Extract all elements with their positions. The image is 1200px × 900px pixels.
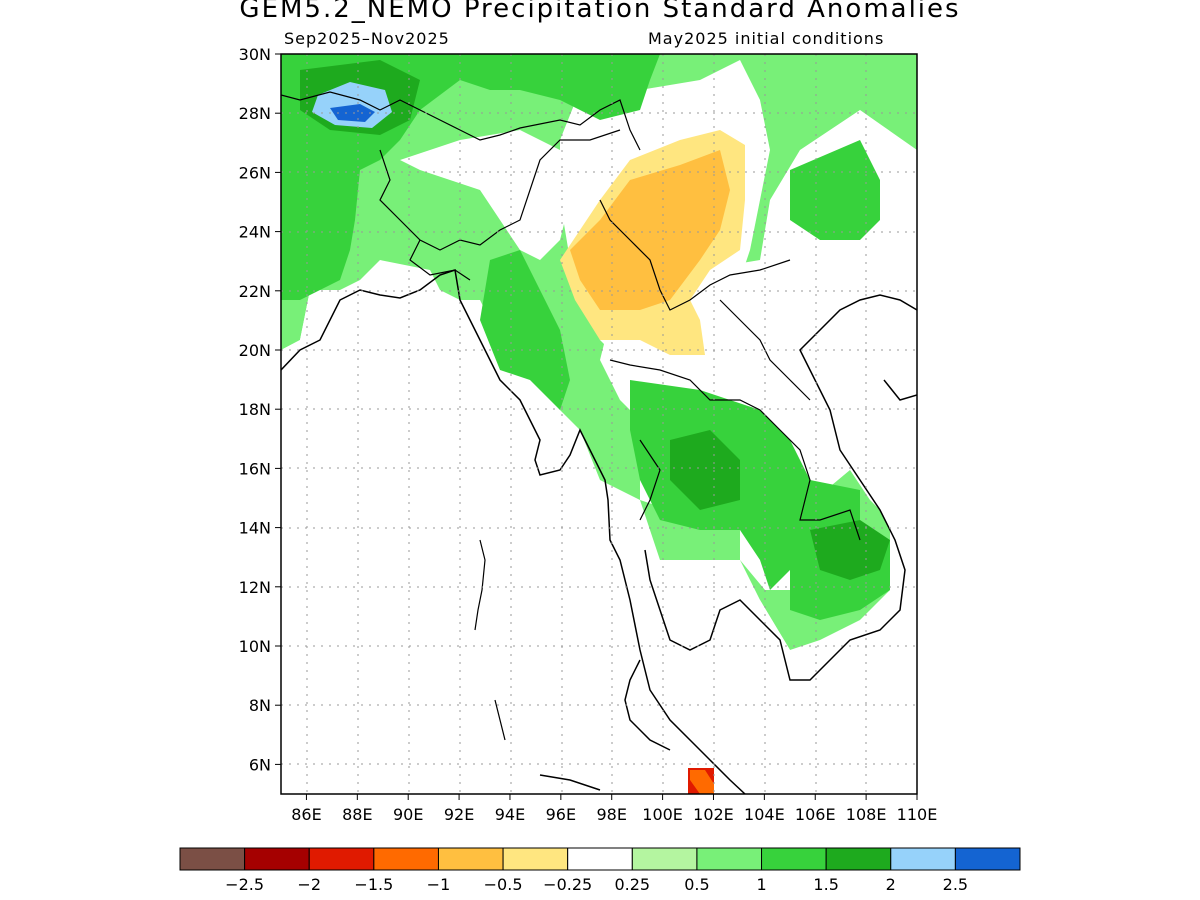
legend-swatch [373,847,439,871]
coastlines [281,269,917,794]
legend-swatch [437,847,504,871]
legend-swatch [179,847,246,871]
lon-tick-label: 106E [795,805,836,824]
wet-region-1 [480,250,570,410]
neutral-region [281,290,790,794]
legend-swatch [696,847,763,871]
lat-tick-label: 12N [239,578,271,597]
lat-tick-label: 30N [239,45,271,64]
lon-tick-label: 100E [642,805,683,824]
latitude-axis: 30N 28N 26N 24N 22N 20N 18N 16N 14N 12N 10N 8N 6N [239,45,281,774]
wet-region-1 [460,54,660,120]
lat-tick-label: 10N [239,637,271,656]
legend-label: −1.5 [354,875,393,894]
legend-label: −2.5 [225,875,264,894]
lon-tick-label: 86E [291,805,321,824]
lon-tick-label: 90E [393,805,423,824]
lon-tick-label: 96E [546,805,576,824]
legend-label: 2 [886,875,896,894]
anomaly-field [281,54,917,794]
neutral-region [790,290,917,794]
andaman-islands [474,539,506,741]
lon-tick-label: 94E [495,805,525,824]
lat-tick-label: 20N [239,341,271,360]
legend-swatch [244,847,310,871]
legend-label: 0.5 [684,875,709,894]
wet-region-1.5 [670,430,740,510]
legend-label: −2 [297,875,321,894]
lat-tick-label: 8N [249,696,271,715]
legend-swatch [954,847,1021,871]
legend-swatch [308,847,375,871]
gridlines [281,54,917,794]
dry-region-0.5 [570,150,730,310]
lon-tick-label: 88E [342,805,372,824]
dry-region-1 [690,770,714,794]
lat-tick-label: 28N [239,104,271,123]
lat-tick-label: 16N [239,459,271,478]
wet-region-2 [312,82,392,128]
lat-tick-label: 24N [239,223,271,242]
neutral-region [400,130,570,260]
longitude-axis: 86E 88E 90E 92E 94E 96E 98E 100E 102E 104E 106E 108… [291,794,937,824]
legend-label: 1.5 [813,875,838,894]
legend-swatch [825,847,892,871]
lon-tick-label: 92E [444,805,474,824]
legend-swatch [761,847,827,871]
lon-tick-label: 98E [596,805,626,824]
wet-region-1 [790,140,880,240]
wet-region-1.5 [810,520,890,580]
color-legend: −2.5 −2 −1.5 −1 −0.5 −0.25 0.25 0.5 1 1.5 2 2.5 [179,847,1021,894]
forecast-period: Sep2025–Nov2025 [284,29,450,48]
legend-label: 2.5 [943,875,968,894]
lat-tick-label: 6N [249,755,271,774]
initial-conditions: May2025 initial conditions [648,29,885,48]
lat-tick-label: 14N [239,519,271,538]
wet-region-2.5 [330,104,375,122]
legend-swatch [631,847,698,871]
lat-tick-label: 26N [239,163,271,182]
legend-label: −0.5 [484,875,523,894]
lon-tick-label: 102E [693,805,734,824]
lat-tick-label: 22N [239,282,271,301]
lon-tick-label: 110E [897,805,938,824]
legend-label: 1 [756,875,766,894]
legend-label: −0.25 [543,875,592,894]
lon-tick-label: 108E [846,805,887,824]
legend-swatch [567,847,633,871]
legend-label: −1 [427,875,451,894]
legend-label: 0.25 [614,875,650,894]
map-title: GEM5.2_NEMO Precipitation Standard Anoma… [239,0,961,24]
lat-tick-label: 18N [239,400,271,419]
lon-tick-label: 104E [744,805,785,824]
legend-swatch [890,847,956,871]
plot-frame [280,53,918,795]
legend-swatch [502,847,569,871]
